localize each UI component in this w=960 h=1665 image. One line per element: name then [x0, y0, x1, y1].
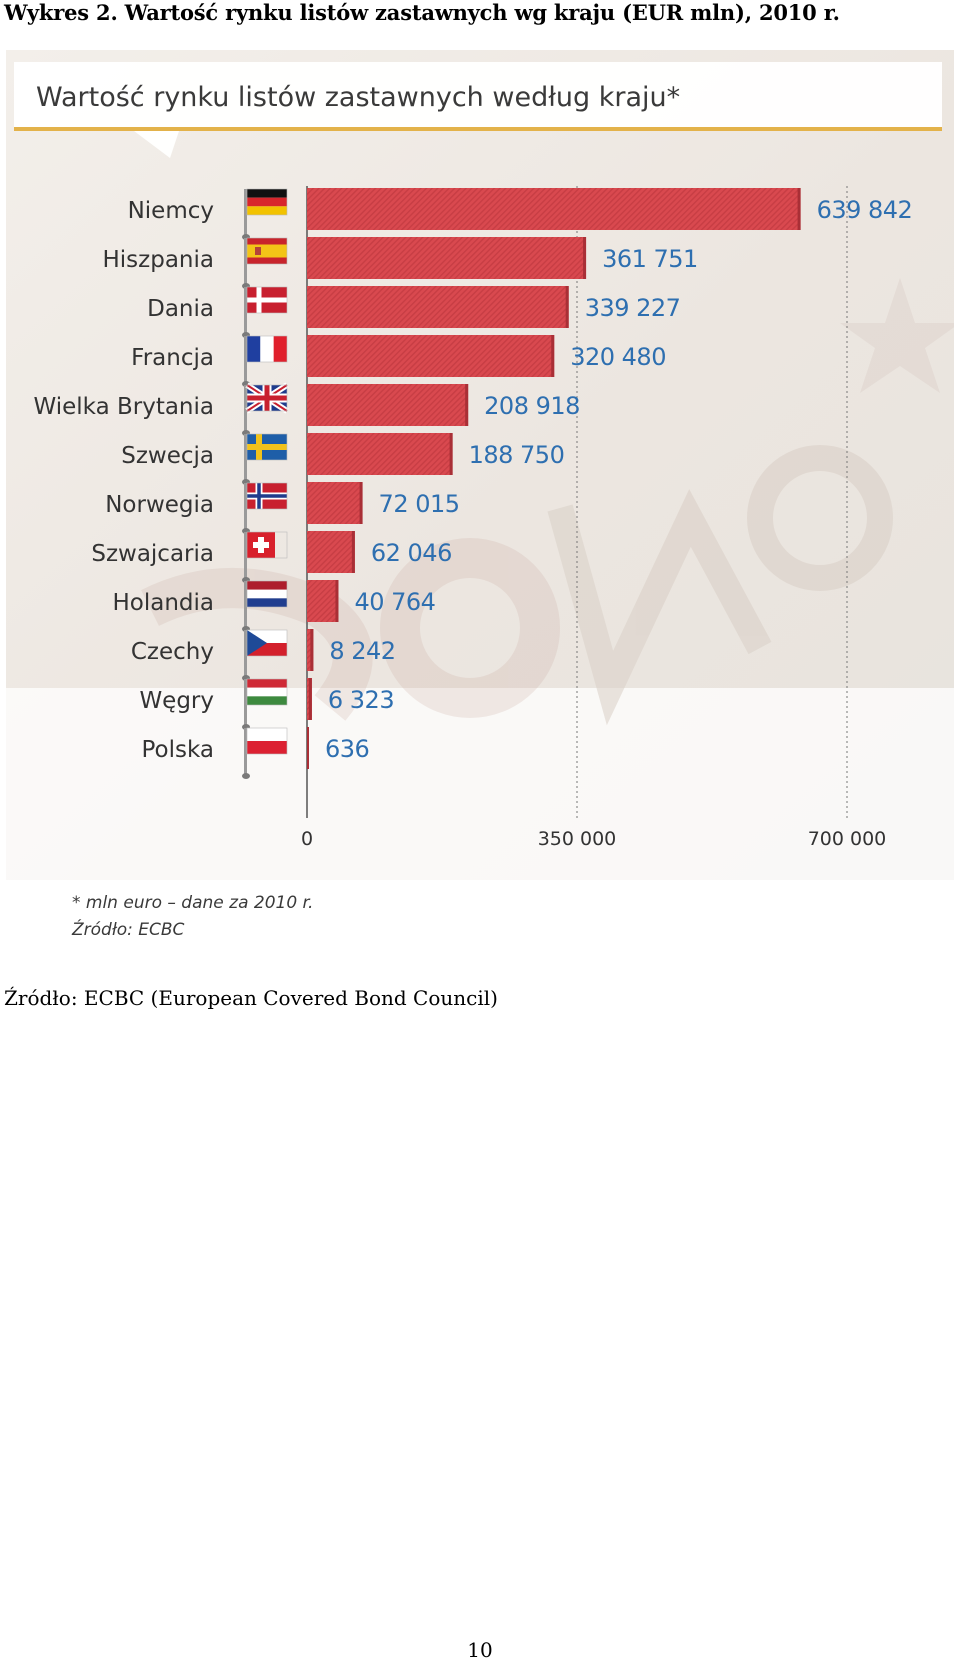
category-label-szwajcaria: Szwajcaria: [91, 541, 214, 567]
poland-flag-icon: [242, 727, 288, 779]
row-polska: Polska 636: [141, 727, 370, 779]
x-tick-label-700000: 700 000: [808, 828, 887, 850]
value-label-szwajcaria: 62 046: [371, 539, 452, 567]
norway-flag-icon: [242, 482, 288, 534]
source-line: Źródło: ECBC (European Covered Bond Coun…: [4, 986, 498, 1010]
row-wielka-brytania: Wielka Brytania 208 918: [33, 382, 580, 436]
category-label-francja: Francja: [131, 345, 214, 371]
bar-edge-szwajcaria: [351, 531, 355, 573]
bar-edge-francja: [551, 335, 555, 377]
category-label-wegry: Węgry: [139, 688, 214, 714]
category-label-niemcy: Niemcy: [128, 198, 214, 224]
row-czechy: Czechy 8 242: [131, 629, 396, 681]
bar-czechy: [307, 629, 314, 671]
chart-title-bar: Wartość rynku listów zastawnych według k…: [14, 62, 942, 158]
chart-svg: Wartość rynku listów zastawnych według k…: [6, 50, 954, 940]
category-label-polska: Polska: [141, 737, 214, 763]
bar-szwecja: [307, 433, 453, 475]
switzerland-flag-icon: [242, 531, 288, 583]
value-label-szwecja: 188 750: [469, 441, 565, 469]
bar-edge-norwegia: [359, 482, 363, 524]
x-tick-label-0: 0: [301, 828, 313, 850]
bar-edge-szwecja: [449, 433, 453, 475]
figure-caption: Wykres 2. Wartość rynku listów zastawnyc…: [4, 0, 840, 25]
spain-flag-icon: [242, 237, 288, 289]
bar-szwajcaria: [307, 531, 355, 573]
category-label-czechy: Czechy: [131, 639, 214, 665]
row-niemcy: Niemcy 639 842: [128, 188, 913, 240]
bar-norwegia: [307, 482, 363, 524]
value-label-czechy: 8 242: [329, 637, 395, 665]
category-label-norwegia: Norwegia: [105, 492, 214, 518]
value-label-francja: 320 480: [570, 343, 666, 371]
chart-source: Źródło: ECBC: [71, 918, 185, 940]
uk-flag-icon: [242, 382, 289, 436]
denmark-flag-icon: [242, 286, 288, 338]
row-dania: Dania 339 227: [147, 286, 681, 338]
bar-francja: [307, 335, 555, 377]
category-label-wielka-brytania: Wielka Brytania: [33, 394, 214, 420]
bar-edge-czechy: [310, 629, 314, 671]
category-label-dania: Dania: [147, 296, 214, 322]
category-label-szwecja: Szwecja: [121, 443, 214, 469]
x-tick-label-350000: 350 000: [538, 828, 617, 850]
chart-title: Wartość rynku listów zastawnych według k…: [36, 82, 680, 113]
bar-edge-wegry: [308, 678, 312, 720]
category-label-hiszpania: Hiszpania: [103, 247, 215, 273]
bar-edge-polska: [307, 727, 309, 769]
row-hiszpania: Hiszpania 361 751: [103, 237, 698, 289]
row-szwajcaria: Szwajcaria 62 046: [91, 531, 452, 583]
bar-edge-wielka-brytania: [465, 384, 469, 426]
chart: Wartość rynku listów zastawnych według k…: [0, 48, 960, 948]
value-label-hiszpania: 361 751: [602, 245, 698, 273]
value-label-polska: 636: [325, 735, 369, 763]
page-number: 10: [467, 1638, 493, 1662]
czech-flag-icon: [242, 629, 288, 681]
bar-holandia: [307, 580, 339, 622]
bar-edge-dania: [565, 286, 569, 328]
value-label-wielka-brytania: 208 918: [484, 392, 580, 420]
bar-hiszpania: [307, 237, 587, 279]
bar-edge-niemcy: [797, 188, 801, 230]
bar-edge-holandia: [335, 580, 339, 622]
row-szwecja: Szwecja 188 750: [121, 433, 565, 485]
chart-footnote: * mln euro – dane za 2010 r.: [72, 893, 313, 913]
x-axis-ticks: 0 350 000 700 000: [301, 828, 886, 850]
bar-niemcy: [307, 188, 801, 230]
bar-dania: [307, 286, 569, 328]
bar-wielka-brytania: [307, 384, 469, 426]
value-label-niemcy: 639 842: [817, 196, 913, 224]
row-francja: Francja 320 480: [131, 335, 666, 387]
row-holandia: Holandia 40 764: [112, 580, 436, 632]
value-label-norwegia: 72 015: [379, 490, 460, 518]
chart-rows: Niemcy 639 842 Hiszpania 361 751 Dania 339 22…: [33, 188, 913, 779]
value-label-wegry: 6 323: [328, 686, 394, 714]
value-label-holandia: 40 764: [354, 588, 435, 616]
category-label-holandia: Holandia: [112, 590, 214, 616]
row-wegry: Węgry 6 323: [139, 678, 395, 730]
netherlands-flag-icon: [242, 580, 288, 632]
row-norwegia: Norwegia 72 015: [105, 482, 460, 534]
bar-edge-hiszpania: [583, 237, 587, 279]
france-flag-icon: [242, 335, 288, 387]
value-label-dania: 339 227: [585, 294, 681, 322]
